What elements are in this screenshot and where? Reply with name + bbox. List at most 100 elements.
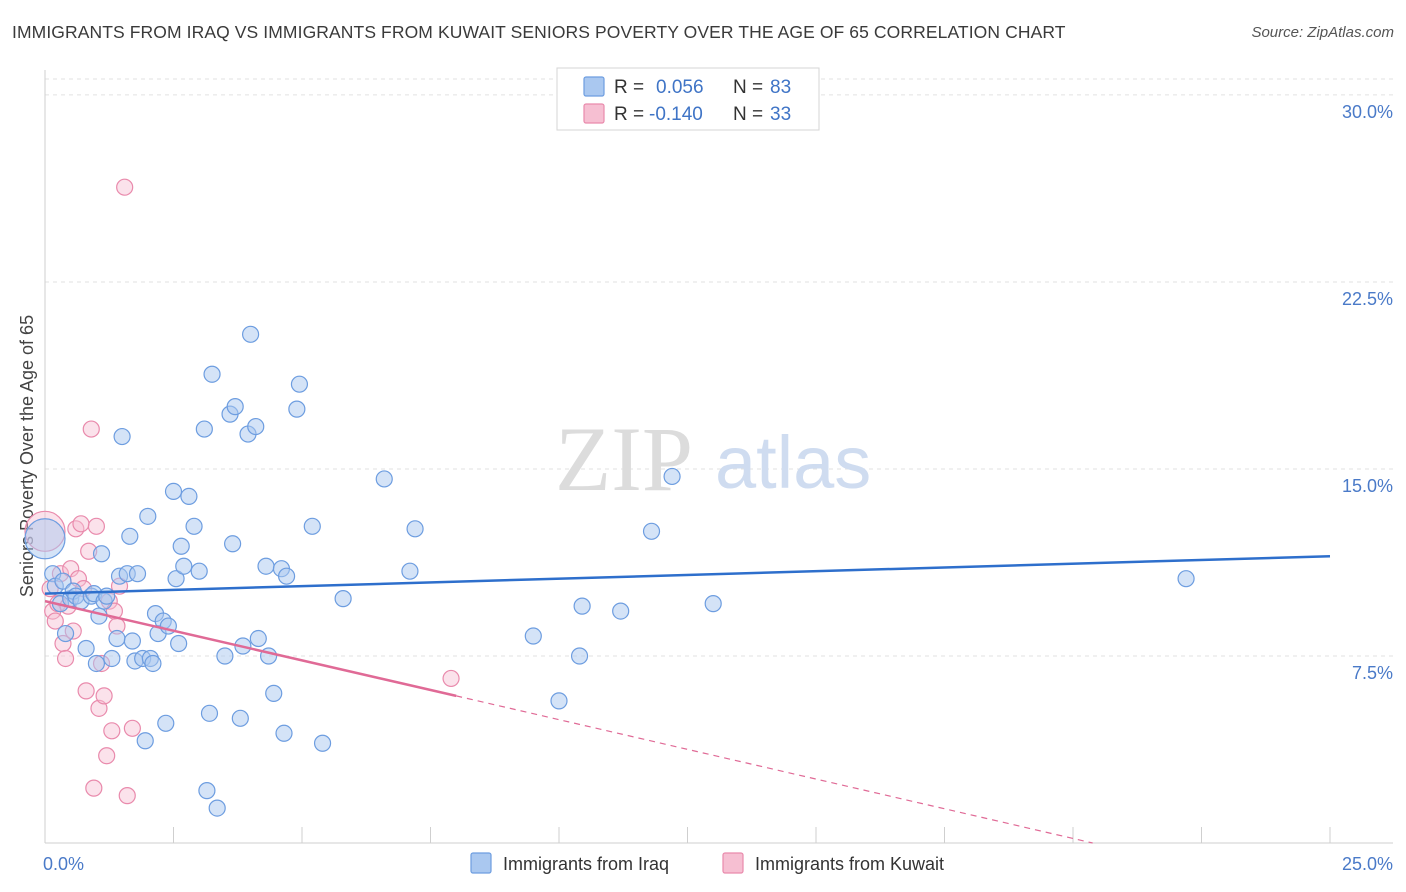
iraq-point (1177, 570, 1195, 588)
bottom-legend-label-iraq: Immigrants from Iraq (503, 854, 669, 874)
iraq-point (401, 562, 419, 580)
iraq-point (642, 522, 661, 540)
x-tick-label-min: 0.0% (43, 854, 84, 874)
legend-n-label-kuwait: N = (733, 104, 763, 125)
kuwait-point (87, 517, 106, 535)
iraq-point (198, 782, 216, 800)
legend-n-label-iraq: N = (733, 77, 763, 98)
kuwait-trend-line (44, 599, 457, 698)
iraq-point (190, 562, 208, 580)
y-tick-label: 15.0% (1342, 476, 1393, 496)
kuwait-point (67, 520, 85, 538)
kuwait-point (56, 649, 75, 668)
iraq-point (185, 517, 203, 535)
iraq-point (121, 527, 139, 545)
iraq-point (108, 629, 126, 648)
iraq-point (550, 692, 568, 710)
kuwait-point (46, 612, 64, 630)
x-tick-label-max: 25.0% (1342, 854, 1393, 874)
iraq-point (313, 734, 332, 752)
watermark-atlas: atlas (715, 421, 871, 504)
iraq-point (247, 417, 265, 436)
iraq-point (87, 654, 106, 673)
iraq-point (157, 714, 175, 732)
iraq-point (226, 398, 244, 416)
bottom-legend: Immigrants from Iraq Immigrants from Kuw… (470, 852, 944, 874)
iraq-point (136, 732, 154, 750)
kuwait-point (103, 722, 121, 740)
iraq-point (113, 427, 131, 446)
iraq-point (200, 704, 219, 722)
iraq-point (172, 537, 190, 555)
legend-swatch-kuwait (583, 103, 605, 124)
y-tick-label: 30.0% (1342, 102, 1393, 122)
iraq-point (573, 597, 591, 615)
iraq-point (612, 602, 630, 620)
top-legend: R = 0.056 N = 83 R = -0.140 N = 33 (556, 67, 820, 131)
kuwait-point (116, 178, 134, 196)
iraq-point (54, 572, 72, 590)
iraq-point (277, 567, 296, 585)
y-tick-labels: 7.5% 15.0% 22.5% 30.0% (1342, 102, 1393, 683)
iraq-point (164, 482, 183, 501)
iraq-point (290, 375, 309, 393)
x-tick-labels: 0.0% 25.0% (43, 854, 1393, 874)
iraq-point (265, 684, 283, 702)
iraq-point (175, 557, 193, 575)
iraq-point (406, 520, 424, 538)
kuwait-point (123, 719, 141, 737)
chart-title: IMMIGRANTS FROM IRAQ VS IMMIGRANTS FROM … (12, 22, 1066, 42)
iraq-points (24, 325, 1195, 817)
iraq-point (195, 420, 213, 438)
iraq-point (524, 627, 542, 645)
iraq-point (24, 518, 66, 560)
iraq-point (224, 535, 242, 553)
iraq-point (704, 595, 722, 613)
legend-r-value-iraq: 0.056 (656, 77, 704, 98)
iraq-point (56, 624, 75, 643)
x-axis-ticks (44, 827, 1331, 843)
iraq-point (139, 507, 157, 525)
iraq-point (123, 632, 141, 650)
iraq-point (375, 470, 393, 488)
source-credit: Source: ZipAtlas.com (1251, 24, 1394, 41)
kuwait-point (95, 687, 113, 705)
iraq-point (216, 647, 234, 665)
iraq-point (334, 590, 352, 608)
iraq-point (663, 467, 681, 486)
legend-r-label-iraq: R = (614, 77, 644, 98)
iraq-point (288, 400, 306, 418)
kuwait-point (72, 515, 90, 533)
iraq-point (208, 799, 226, 817)
iraq-point (167, 570, 185, 588)
iraq-trend-line (44, 554, 1331, 595)
iraq-point (92, 545, 111, 563)
kuwait-trend-extrapolation (456, 695, 1093, 844)
axes (44, 70, 1393, 844)
iraq-point (242, 325, 260, 343)
iraq-point (203, 365, 221, 383)
trend-lines (44, 554, 1331, 844)
iraq-point (170, 634, 188, 653)
kuwait-point (98, 747, 116, 765)
iraq-point (570, 647, 589, 665)
legend-n-value-kuwait: 33 (770, 104, 791, 125)
watermark-zip: ZIP (555, 408, 693, 510)
y-tick-label: 22.5% (1342, 289, 1393, 309)
bottom-legend-swatch-kuwait (722, 852, 744, 874)
iraq-point (257, 557, 275, 575)
kuwait-point (442, 669, 460, 688)
kuwait-point (82, 420, 100, 438)
legend-n-value-iraq: 83 (770, 77, 791, 98)
grid-lines (45, 78, 1393, 657)
y-tick-label: 7.5% (1352, 663, 1393, 683)
kuwait-point (77, 682, 95, 700)
bottom-legend-swatch-iraq (470, 852, 492, 874)
iraq-point (180, 487, 198, 505)
iraq-point (231, 709, 249, 727)
legend-r-value-kuwait: -0.140 (649, 104, 703, 125)
iraq-point (128, 565, 147, 583)
iraq-point (249, 629, 267, 648)
bottom-legend-label-kuwait: Immigrants from Kuwait (755, 854, 944, 874)
